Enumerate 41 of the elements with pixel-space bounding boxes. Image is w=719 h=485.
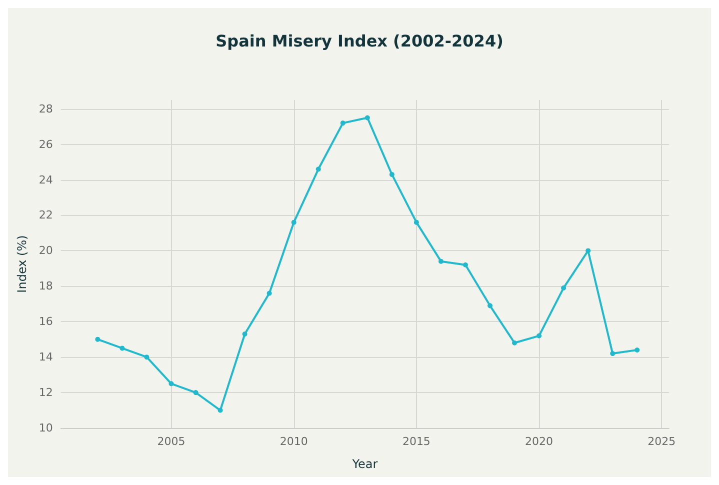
point [316, 166, 321, 172]
point [144, 354, 150, 360]
y-axis-title: Index (%) [15, 235, 29, 293]
y-tick-label: 18 [38, 280, 53, 293]
point [438, 258, 444, 264]
point [389, 172, 394, 177]
point [266, 290, 272, 296]
point [242, 332, 248, 337]
point [512, 340, 518, 346]
point [168, 381, 174, 386]
y-tick-label: 22 [38, 208, 53, 222]
x-tick-label: 2020 [525, 435, 554, 448]
point [536, 333, 542, 338]
point [291, 220, 296, 225]
point [561, 285, 566, 290]
x-tick-label: 2025 [648, 435, 676, 448]
y-tick-label: 26 [38, 138, 53, 151]
y-tick-label: 14 [38, 350, 53, 364]
point [193, 390, 198, 396]
point [586, 248, 591, 254]
point [488, 303, 492, 308]
point [120, 346, 125, 351]
point [610, 351, 616, 356]
point [218, 408, 223, 413]
point [364, 115, 370, 120]
x-axis-title: Year [351, 457, 378, 471]
y-tick-label: 10 [38, 422, 53, 434]
y-tick-label: 16 [38, 315, 53, 328]
y-tick-label: 12 [38, 386, 53, 400]
x-tick-label: 2010 [280, 435, 308, 448]
point [462, 262, 468, 268]
y-tick-label: 28 [38, 102, 53, 116]
chart-title: Spain Misery Index (2002-2024) [216, 32, 504, 50]
x-tick-label: 2005 [157, 435, 186, 448]
point [414, 220, 419, 225]
point [340, 120, 346, 126]
y-tick-label: 20 [38, 244, 53, 258]
point [95, 336, 100, 342]
point [634, 347, 640, 352]
y-tick-label: 24 [38, 173, 53, 186]
x-tick-label: 2015 [402, 435, 430, 448]
